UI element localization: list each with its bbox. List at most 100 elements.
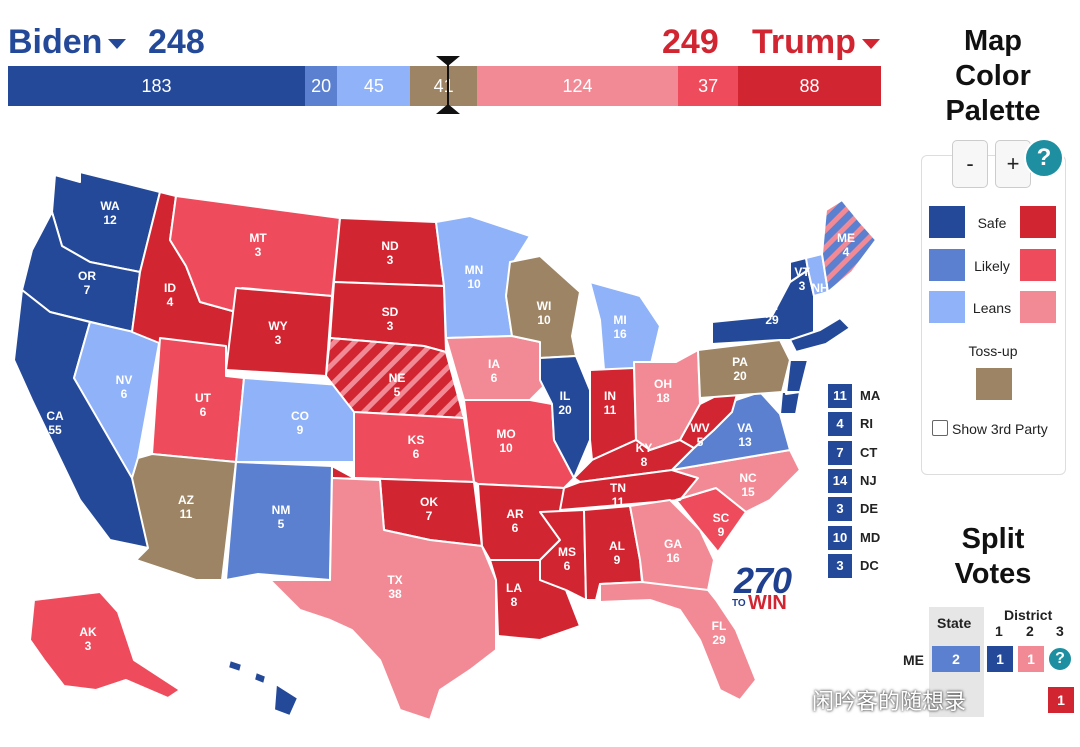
state-label-oh: OH xyxy=(654,377,672,391)
state-label-in: IN xyxy=(604,389,616,403)
logo-to: TO xyxy=(732,598,746,609)
state-label-sc: SC xyxy=(713,511,730,525)
state-ev-ak: 3 xyxy=(85,639,92,653)
bar-segment-lean-rep: 124 xyxy=(476,66,679,106)
small-state-row-ma[interactable]: 11 MA xyxy=(828,384,888,408)
state-ev-co: 9 xyxy=(297,423,304,437)
small-state-row-md[interactable]: 10 MD xyxy=(828,525,888,550)
state-label-mt: MT xyxy=(249,231,267,245)
me-district-2-cell[interactable]: 1 xyxy=(1018,646,1044,672)
state-label-hi: HI xyxy=(259,685,271,699)
lean-dem-swatch[interactable] xyxy=(929,291,965,323)
state-label-ia: IA xyxy=(488,357,500,371)
small-state-label: DE xyxy=(860,501,879,517)
biden-candidate-selector[interactable]: Biden xyxy=(8,22,127,62)
state-label-ga: GA xyxy=(664,537,682,551)
state-ev-la: 8 xyxy=(511,595,518,609)
palette-help-icon[interactable]: ? xyxy=(1024,138,1064,178)
trump-candidate-selector[interactable]: Trump xyxy=(752,22,880,62)
palette-title: Map Color Palette xyxy=(922,24,1064,129)
state-ny[interactable] xyxy=(711,269,815,345)
small-state-ev: 11 xyxy=(828,384,852,408)
me-statewide-cell[interactable]: 2 xyxy=(932,646,980,672)
state-hi[interactable] xyxy=(227,659,299,717)
small-state-row-de[interactable]: 3 DE xyxy=(828,497,888,522)
state-label-vt: VT xyxy=(794,265,810,279)
270-marker-icon xyxy=(436,56,460,114)
small-state-ev: 7 xyxy=(828,440,852,465)
state-ev-nv: 6 xyxy=(121,387,128,401)
state-label-id: ID xyxy=(164,281,176,295)
state-nh[interactable] xyxy=(805,253,829,297)
safe-dem-swatch[interactable] xyxy=(929,206,965,238)
lean-rep-swatch[interactable] xyxy=(1020,291,1056,323)
state-ev-or: 7 xyxy=(84,283,91,297)
state-ev-wy: 3 xyxy=(275,333,282,347)
state-fl[interactable] xyxy=(599,581,757,701)
district-header: District xyxy=(1004,607,1053,623)
trump-name: Trump xyxy=(752,23,856,61)
safe-rep-swatch[interactable] xyxy=(1020,206,1056,238)
state-label-al: AL xyxy=(609,539,625,553)
state-ev-me: 4 xyxy=(843,245,850,259)
biden-name: Biden xyxy=(8,23,103,61)
small-state-row-ct[interactable]: 7 CT xyxy=(828,440,888,465)
state-header: State xyxy=(937,615,972,631)
likely-rep-swatch[interactable] xyxy=(1020,249,1056,281)
zoom-out-button[interactable]: - xyxy=(952,140,988,188)
state-label-ne: NE xyxy=(389,371,406,385)
state-label-co: CO xyxy=(291,409,309,423)
state-label-ky: KY xyxy=(636,441,653,455)
state-label-tn: TN xyxy=(610,481,626,495)
state-nm[interactable] xyxy=(225,461,333,581)
state-ev-va: 13 xyxy=(738,435,752,449)
electoral-vote-bar: 183 20 45 41 124 37 88 xyxy=(8,66,881,106)
logo-win: WIN xyxy=(748,592,787,614)
third-party-checkbox[interactable] xyxy=(932,420,948,436)
state-ga[interactable] xyxy=(629,499,715,595)
state-me[interactable] xyxy=(821,199,877,293)
logo-270: 270 xyxy=(734,560,792,601)
small-state-label: MD xyxy=(860,529,881,545)
state-tx[interactable] xyxy=(269,477,497,721)
state-label-ks: KS xyxy=(408,433,425,447)
split-help-icon[interactable]: ? xyxy=(1047,646,1073,672)
leans-label: Leans xyxy=(972,300,1012,316)
state-ev-wv: 5 xyxy=(697,435,704,449)
state-label-or: OR xyxy=(78,269,96,283)
bar-segment-safe-dem: 183 xyxy=(8,66,305,106)
split-votes-title: Split Votes xyxy=(922,522,1064,592)
state-label-ca: CA xyxy=(46,409,64,423)
state-label-az: AZ xyxy=(178,493,194,507)
state-label-ut: UT xyxy=(195,391,212,405)
state-wv[interactable] xyxy=(679,383,741,449)
state-ca[interactable] xyxy=(13,289,155,549)
state-ak[interactable] xyxy=(29,591,181,699)
trump-electoral-total: 249 xyxy=(662,23,719,61)
small-state-row-nj[interactable]: 14 NJ xyxy=(828,468,888,493)
tossup-swatch[interactable] xyxy=(976,368,1012,400)
northeast-small-states[interactable] xyxy=(779,317,851,415)
ne-district-2-cell[interactable]: 1 xyxy=(1048,687,1074,713)
state-ev-mt: 3 xyxy=(255,245,262,259)
me-district-1-cell[interactable]: 1 xyxy=(987,646,1013,672)
bar-segment-lean-dem: 45 xyxy=(337,66,411,106)
small-state-row-ri[interactable]: 4 RI xyxy=(828,412,888,437)
bar-segment-likely-rep: 37 xyxy=(678,66,739,106)
likely-dem-swatch[interactable] xyxy=(929,249,965,281)
state-ev-nc: 15 xyxy=(741,485,755,499)
third-party-label: Show 3rd Party xyxy=(952,421,1048,437)
state-ev-id: 4 xyxy=(167,295,174,309)
state-ev-tn: 11 xyxy=(612,495,625,509)
state-ev-ca: 55 xyxy=(48,423,62,437)
district-number: 2 xyxy=(1026,623,1034,639)
state-label-mo: MO xyxy=(496,427,515,441)
state-label-tx: TX xyxy=(387,573,402,587)
state-label-pa: PA xyxy=(732,355,748,369)
state-ev-il: 20 xyxy=(558,403,572,417)
state-label-mi: MI xyxy=(613,313,626,327)
small-state-row-dc[interactable]: 3 DC xyxy=(828,553,888,578)
state-ev-oh: 18 xyxy=(656,391,670,405)
state-az[interactable] xyxy=(131,453,237,581)
small-state-ev: 3 xyxy=(828,497,852,522)
